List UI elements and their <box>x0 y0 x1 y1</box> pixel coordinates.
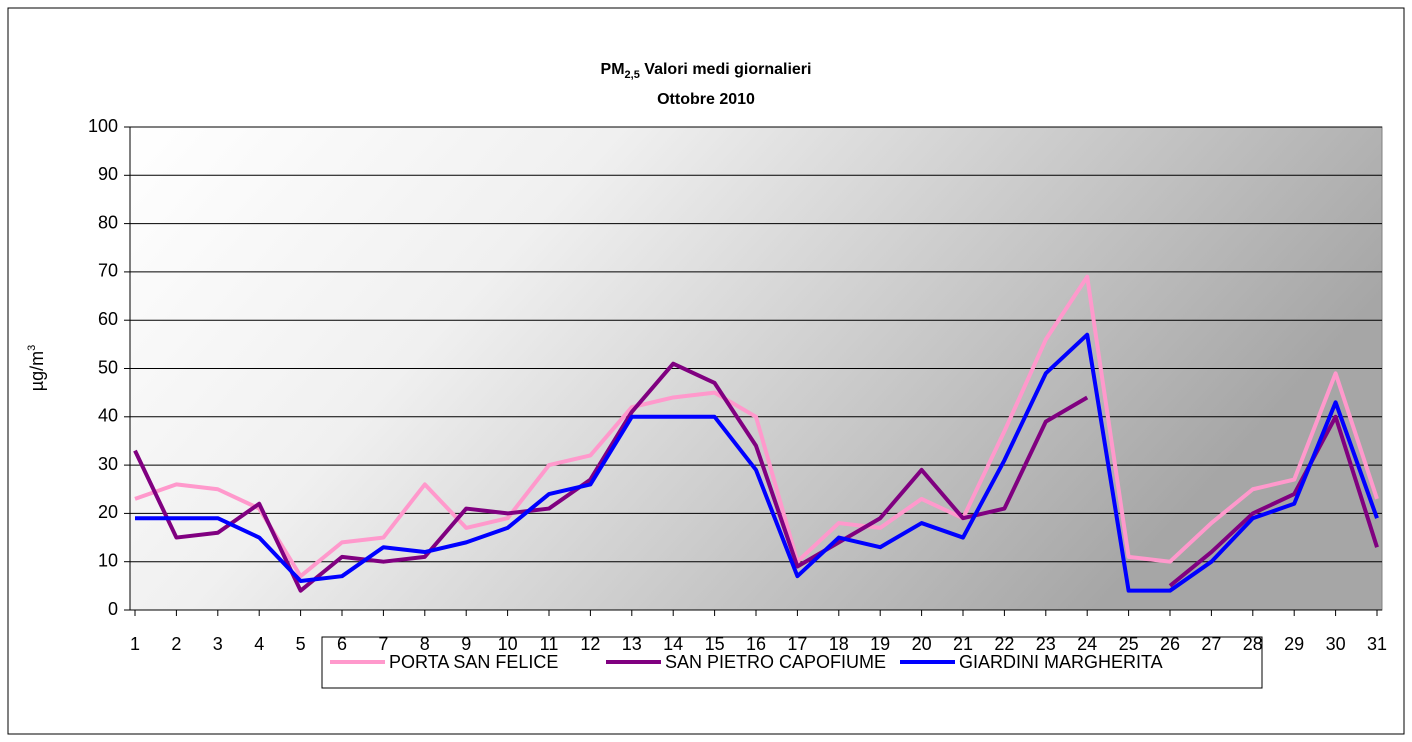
x-tick-label: 7 <box>378 634 388 654</box>
x-tick-label: 4 <box>254 634 264 654</box>
title-part: PM <box>601 61 625 78</box>
x-tick-label: 18 <box>829 634 849 654</box>
y-tick-label: 50 <box>98 357 118 377</box>
x-tick-label: 6 <box>337 634 347 654</box>
y-tick-label: 30 <box>98 454 118 474</box>
x-tick-label: 24 <box>1077 634 1097 654</box>
legend <box>321 636 1263 689</box>
y-tick-label: 100 <box>88 116 118 136</box>
x-tick-label: 14 <box>663 634 683 654</box>
y-tick-label: 10 <box>98 550 118 570</box>
series-line <box>134 274 1379 579</box>
x-tick-label: 19 <box>870 634 890 654</box>
x-tick-label: 11 <box>540 634 559 654</box>
x-tick-label: 8 <box>420 634 430 654</box>
x-tick-label: 29 <box>1284 634 1304 654</box>
y-tick-label: 20 <box>98 502 118 522</box>
x-tick-label: 3 <box>213 634 223 654</box>
chart-title: PM2,5 Valori medi giornalieri <box>601 61 812 81</box>
x-tick-label: 17 <box>787 634 807 654</box>
label-superscript: 3 <box>26 345 38 351</box>
x-tick-label: 28 <box>1243 634 1263 654</box>
label-part: µg/m <box>27 351 47 391</box>
y-tick-label: 90 <box>98 164 118 184</box>
y-tick-label: 0 <box>108 599 118 619</box>
x-tick-label: 16 <box>746 634 766 654</box>
x-tick-label: 20 <box>912 634 932 654</box>
y-axis-label: µg/m3 <box>26 345 47 392</box>
x-tick-label: 15 <box>705 634 725 654</box>
y-tick-label: 40 <box>98 406 118 426</box>
x-tick-label: 2 <box>171 634 181 654</box>
y-tick-label: 60 <box>98 309 118 329</box>
x-tick-label: 10 <box>498 634 518 654</box>
legend-label: PORTA SAN FELICE <box>389 652 558 672</box>
x-tick-label: 22 <box>994 634 1014 654</box>
y-tick-label: 70 <box>98 261 118 281</box>
title-subscript: 2,5 <box>625 69 640 81</box>
x-tick-label: 25 <box>1119 634 1139 654</box>
x-tick-label: 31 <box>1367 634 1387 654</box>
x-tick-label: 21 <box>953 634 973 654</box>
x-tick-label: 23 <box>1036 634 1056 654</box>
series-line <box>135 332 1379 593</box>
x-tick-label: 12 <box>580 634 600 654</box>
x-tick-label: 1 <box>130 634 140 654</box>
series-line <box>1168 414 1379 588</box>
y-tick-label: 80 <box>98 212 118 232</box>
chart-subtitle: Ottobre 2010 <box>657 91 755 108</box>
x-tick-label: 13 <box>622 634 642 654</box>
legend-label: GIARDINI MARGHERITA <box>959 652 1163 672</box>
x-tick-label: 5 <box>296 634 306 654</box>
x-tick-label: 26 <box>1160 634 1180 654</box>
x-tick-label: 30 <box>1326 634 1346 654</box>
legend-label: SAN PIETRO CAPOFIUME <box>665 652 886 672</box>
x-tick-label: 9 <box>461 634 471 654</box>
x-tick-label: 27 <box>1201 634 1221 654</box>
title-part: Valori medi giornalieri <box>640 61 812 78</box>
